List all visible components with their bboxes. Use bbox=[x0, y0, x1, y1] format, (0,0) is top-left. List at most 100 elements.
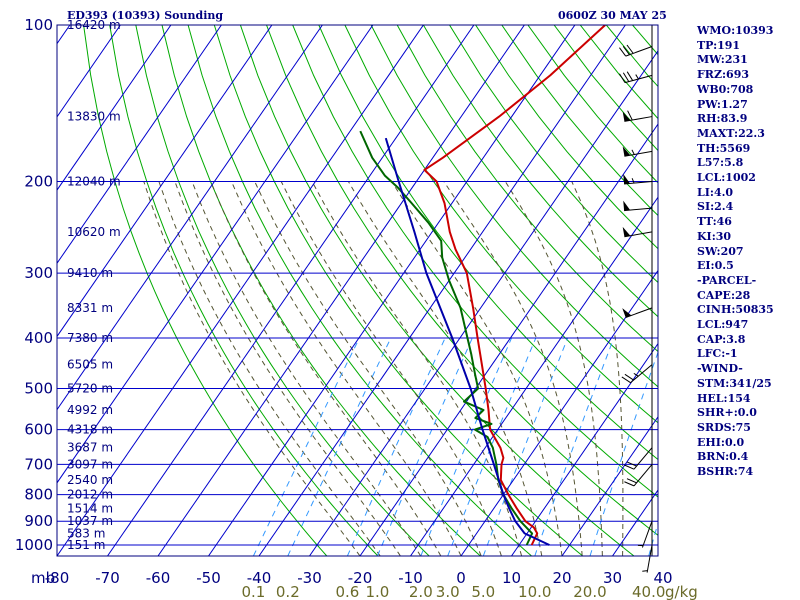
dry-adiabat-line bbox=[83, 25, 328, 556]
moist-adiabat-line bbox=[311, 181, 523, 556]
height-label: 9410 m bbox=[67, 266, 113, 280]
isotherm-line bbox=[57, 25, 323, 411]
index-item: HEL:154 bbox=[697, 391, 751, 405]
moist-adiabat-line bbox=[443, 181, 583, 556]
isotherm-line bbox=[57, 25, 121, 118]
dry-adiabat-line bbox=[187, 25, 532, 556]
dry-adiabat-line bbox=[449, 25, 658, 284]
wind-barb bbox=[624, 447, 653, 470]
height-label: 3687 m bbox=[67, 441, 113, 455]
height-label: 583 m bbox=[67, 526, 105, 540]
wind-barb bbox=[624, 464, 653, 487]
sounding-time: 0600Z 30 MAY 25 bbox=[558, 9, 667, 22]
index-item: KI:30 bbox=[697, 229, 732, 243]
temperature-tick-label: 40 bbox=[653, 569, 672, 587]
index-item: TH:5569 bbox=[697, 141, 751, 155]
temperature-tick-label: 20 bbox=[552, 569, 571, 587]
index-item: -WIND- bbox=[697, 362, 743, 376]
height-label: 2540 m bbox=[67, 473, 113, 487]
mixing-ratio-line bbox=[420, 337, 512, 556]
height-label: 4318 m bbox=[67, 423, 113, 437]
diagram-grid bbox=[57, 25, 800, 556]
index-item: SW:207 bbox=[697, 244, 744, 258]
mixing-ratio-line bbox=[252, 337, 360, 556]
isotherm-line bbox=[460, 269, 658, 556]
dry-adiabat-line bbox=[135, 25, 430, 556]
isotherm-line bbox=[410, 196, 658, 556]
mixing-ratio-line bbox=[482, 337, 569, 556]
mixing-ratio-label: 5.0 bbox=[471, 583, 495, 600]
wind-barb bbox=[637, 521, 653, 548]
temperature-profile bbox=[423, 25, 606, 546]
moist-adiabat-line bbox=[174, 181, 401, 556]
dry-adiabat-line bbox=[422, 25, 658, 318]
mixing-ratio-line bbox=[287, 337, 392, 556]
height-label: 3097 m bbox=[67, 457, 113, 471]
plot-frame bbox=[56, 24, 659, 557]
isotherm-line bbox=[57, 25, 374, 484]
dry-adiabat-line bbox=[109, 25, 379, 556]
wind-barb bbox=[623, 174, 653, 185]
index-item: SRDS:75 bbox=[697, 420, 751, 434]
height-label: 151 m bbox=[67, 538, 105, 552]
mixing-ratio-label: 2.0 bbox=[409, 583, 433, 600]
index-item: MW:231 bbox=[697, 53, 748, 67]
dry-adiabat-line bbox=[266, 25, 658, 536]
height-label: 12040 m bbox=[67, 175, 121, 189]
parcel-profile bbox=[384, 137, 550, 546]
mixing-ratio-line bbox=[589, 350, 658, 556]
temperature-tick-label: 30 bbox=[603, 569, 622, 587]
isotherm-line bbox=[359, 123, 658, 556]
wind-barb bbox=[622, 226, 653, 238]
isotherm-line bbox=[309, 50, 658, 556]
mixing-ratio-label: 0.6 bbox=[335, 583, 359, 600]
temperature-tick-label: 0 bbox=[456, 569, 466, 587]
mixing-ratio-label: 0.2 bbox=[276, 583, 300, 600]
station-title: ED393 (10393) Sounding bbox=[67, 9, 224, 22]
moist-adiabat-line bbox=[210, 181, 442, 556]
pressure-tick-label: 400 bbox=[24, 329, 53, 347]
dry-adiabat-line bbox=[396, 25, 658, 353]
height-label: 7380 m bbox=[67, 331, 113, 345]
mixing-ratio-label: 20.0 bbox=[573, 583, 606, 600]
index-item: FRZ:693 bbox=[697, 68, 750, 82]
isotherm-line bbox=[107, 25, 475, 556]
dry-adiabat-line bbox=[344, 25, 658, 424]
index-item: BRN:0.4 bbox=[697, 450, 749, 464]
height-label: 6505 m bbox=[67, 358, 113, 372]
wind-barb bbox=[642, 544, 653, 573]
pressure-tick-label: 300 bbox=[24, 264, 53, 282]
dry-adiabat-line bbox=[370, 25, 658, 388]
moist-adiabat-line bbox=[191, 181, 422, 556]
mixing-ratio-line bbox=[534, 337, 615, 556]
height-label: 5720 m bbox=[67, 381, 113, 395]
temperature-tick-label: -70 bbox=[95, 569, 120, 587]
mixing-ratio-label: 0.1 bbox=[241, 583, 265, 600]
wind-barb bbox=[623, 200, 653, 212]
index-item: LCL:1002 bbox=[697, 171, 756, 185]
moist-adiabat-line bbox=[504, 181, 603, 556]
index-item: LCL:947 bbox=[697, 318, 749, 332]
pressure-tick-label: 500 bbox=[24, 379, 53, 397]
moist-adiabat-line bbox=[280, 181, 502, 556]
dry-adiabat-line bbox=[789, 25, 800, 556]
index-item: L57:5.8 bbox=[697, 156, 744, 170]
wind-barb bbox=[619, 44, 653, 57]
temperature-tick-label: -80 bbox=[45, 569, 70, 587]
height-label: 2012 m bbox=[67, 488, 113, 502]
height-label: 13830 m bbox=[67, 110, 121, 124]
pressure-tick-label: 700 bbox=[24, 455, 53, 473]
dry-adiabat-line bbox=[213, 25, 584, 556]
isotherm-line bbox=[258, 25, 626, 556]
isotherm-line bbox=[157, 25, 525, 556]
index-item: SI:2.4 bbox=[697, 200, 734, 214]
index-item: RH:83.9 bbox=[697, 112, 748, 126]
index-item: LI:4.0 bbox=[697, 185, 734, 199]
wind-barb bbox=[619, 71, 653, 84]
dry-adiabat-line bbox=[475, 25, 658, 250]
mixing-ratio-label: 10.0 bbox=[518, 583, 551, 600]
sounding-profiles bbox=[359, 25, 606, 546]
plot-border bbox=[56, 24, 659, 557]
